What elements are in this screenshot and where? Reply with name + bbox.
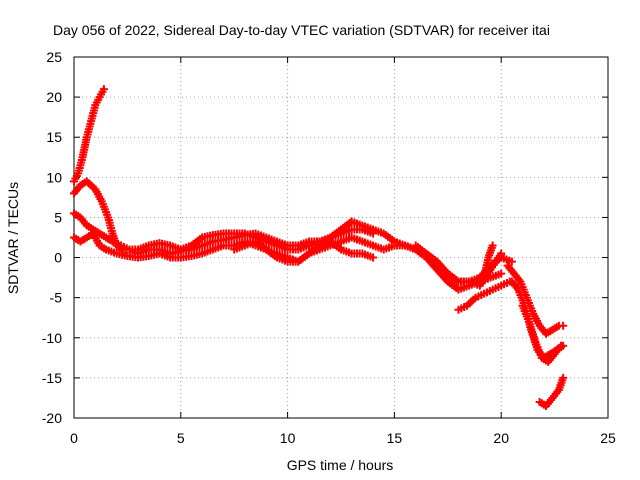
y-tick-label: 5 xyxy=(54,209,62,225)
y-tick-label: -5 xyxy=(50,290,63,306)
data-point-arc-drop-1 xyxy=(559,321,568,330)
x-tick-label: 10 xyxy=(280,430,296,446)
data-point-arc-main-2 xyxy=(369,229,378,238)
x-tick-label: 25 xyxy=(600,430,616,446)
x-tick-label: 0 xyxy=(70,430,78,446)
y-tick-label: 25 xyxy=(46,49,62,65)
y-tick-label: 20 xyxy=(46,89,62,105)
chart-title: Day 056 of 2022, Sidereal Day-to-day VTE… xyxy=(53,22,550,38)
x-axis-label: GPS time / hours xyxy=(287,457,394,473)
y-axis-label: SDTVAR / TECUs xyxy=(5,182,21,294)
y-tick-label: -20 xyxy=(42,410,62,426)
data-point-arc-dip xyxy=(369,253,378,262)
grid xyxy=(74,57,608,418)
x-tick-label: 5 xyxy=(177,430,185,446)
data-point-arc-late-1 xyxy=(507,257,516,266)
data-point-arc-low xyxy=(497,269,506,278)
y-axis: -20 -15 -10 -5 0 5 10 15 20 25 xyxy=(42,49,608,426)
y-tick-label: -10 xyxy=(42,330,62,346)
y-tick-label: 10 xyxy=(46,169,62,185)
data-point-arc-rise xyxy=(99,85,108,94)
x-axis: 0 5 10 15 20 25 xyxy=(70,57,616,446)
x-tick-label: 20 xyxy=(493,430,509,446)
data-point-arc-drop-3 xyxy=(557,341,566,350)
plot-frame xyxy=(73,56,609,419)
data-marks xyxy=(70,85,568,410)
y-tick-label: 15 xyxy=(46,129,62,145)
x-tick-label: 15 xyxy=(387,430,403,446)
data-point-arc-spike xyxy=(488,241,497,250)
data-point-arc-bottom xyxy=(559,373,568,382)
y-tick-label: -15 xyxy=(42,370,62,386)
y-tick-label: 0 xyxy=(54,250,62,266)
